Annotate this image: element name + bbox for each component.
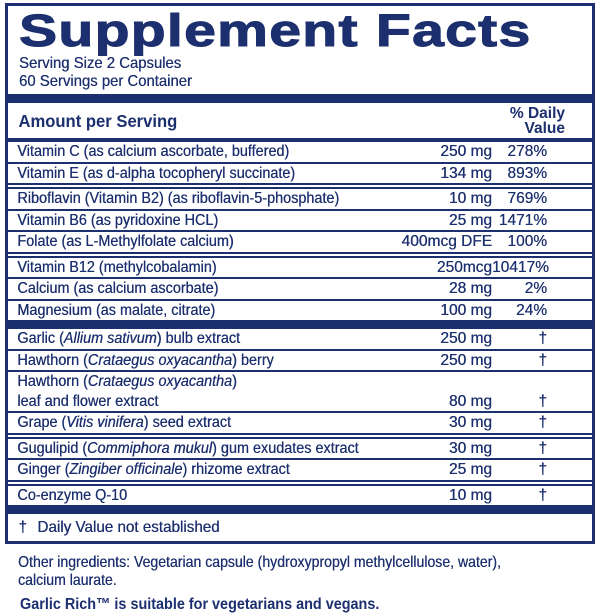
ingredient-amount: 30 mg: [448, 414, 492, 431]
ingredient-name: Vitamin E (as d-alpha tocopheryl succina…: [17, 164, 296, 182]
fact-row: Hawthorn (Crataegus oxyacantha) berry 250…: [8, 351, 592, 372]
ingredient-amount: 134 mg: [440, 164, 492, 182]
fact-row: Vitamin B6 (as pyridoxine HCL) 25 mg 1471%: [8, 211, 592, 232]
header-rule: [8, 138, 592, 142]
fact-row: Vitamin E (as d-alpha tocopheryl succina…: [8, 164, 592, 189]
ingredient-amount: 400mcg DFE: [401, 233, 492, 250]
ingredient-amount: 80 mg: [448, 392, 492, 410]
supplement-label-scan: Supplement Facts Serving Size 2 Capsules…: [0, 3, 600, 613]
ingredient-daily-value: †: [538, 414, 547, 431]
facts-rows: Vitamin C (as calcium ascorbate, buffere…: [8, 142, 592, 514]
ingredient-daily-value: †: [538, 330, 547, 347]
ingredient-name: leaf and flower extract: [17, 392, 159, 410]
ingredient-daily-value: 2%: [524, 280, 547, 297]
ingredient-name: Garlic (Allium sativum) bulb extract: [17, 330, 241, 347]
ingredient-amount: 25 mg: [448, 461, 492, 478]
panel-title: Supplement Facts: [18, 5, 532, 56]
ingredient-daily-value: 893%: [507, 164, 547, 182]
fact-row: Co-enzyme Q-10 10 mg †: [8, 486, 592, 514]
ingredient-name: Co-enzyme Q-10: [17, 486, 128, 504]
fact-row: Hawthorn (Crataegus oxyacantha): [8, 372, 592, 392]
daily-value-footnote: † Daily Value not established: [8, 514, 563, 541]
clipped-bottom-note: Garlic Rich™ is suitable for vegetarians…: [20, 596, 380, 613]
ingredient-name: Vitamin B6 (as pyridoxine HCL): [17, 211, 219, 229]
ingredient-amount: 250 mg: [440, 351, 492, 369]
amount-per-serving-header: Amount per Serving: [18, 110, 178, 131]
supplement-facts-panel: Supplement Facts Serving Size 2 Capsules…: [5, 3, 595, 544]
ingredient-daily-value: †: [538, 486, 547, 504]
ingredient-name: Ginger (Zingiber officinale) rhizome ext…: [17, 461, 290, 478]
ingredient-name: Calcium (as calcium ascorbate): [17, 280, 219, 297]
fact-row: Vitamin C (as calcium ascorbate, buffere…: [8, 142, 592, 164]
fact-row: Ginger (Zingiber officinale) rhizome ext…: [8, 460, 592, 486]
fact-row: Magnesium (as malate, citrate) 100 mg 24%: [8, 301, 592, 329]
fact-row: Folate (as L-Methylfolate calcium) 400mcg…: [8, 232, 592, 258]
other-ingredients-line1: Other ingredients: Vegetarian capsule (h…: [18, 554, 501, 571]
serving-size: Serving Size 2 Capsules: [19, 55, 182, 72]
ingredient-daily-value: †: [538, 392, 547, 410]
fact-row: Gugulipid (Commiphora mukul) gum exudate…: [8, 439, 592, 460]
ingredient-name: Grape (Vitis vinifera) seed extract: [17, 414, 231, 431]
ingredient-name: Magnesium (as malate, citrate): [17, 301, 216, 319]
ingredient-daily-value: 100%: [507, 233, 547, 250]
daily-value-header-line2: Value: [524, 120, 566, 137]
ingredient-amount: 250mcg: [436, 258, 492, 276]
fact-row: Calcium (as calcium ascorbate) 28 mg 2%: [8, 279, 592, 301]
ingredient-amount: 28 mg: [448, 280, 492, 297]
ingredient-amount: 10 mg: [448, 190, 492, 207]
ingredient-name: Riboflavin (Vitamin B2) (as riboflavin-5…: [17, 190, 340, 207]
other-ingredients: Other ingredients: Vegetarian capsule (h…: [18, 554, 567, 590]
ingredient-name: Hawthorn (Crataegus oxyacantha) berry: [17, 351, 274, 369]
ingredient-name: Gugulipid (Commiphora mukul) gum exudate…: [17, 439, 359, 457]
dagger-symbol: †: [18, 519, 27, 536]
other-ingredients-line2: calcium laurate.: [18, 572, 117, 589]
ingredient-daily-value: 10417%: [492, 258, 549, 276]
ingredient-daily-value: 24%: [515, 301, 547, 319]
fact-row: Vitamin B12 (methylcobalamin) 250mcg 10417…: [8, 258, 592, 279]
ingredient-amount: 250 mg: [440, 143, 492, 160]
thick-divider-bar-top: [8, 94, 592, 103]
ingredient-daily-value: 1471%: [498, 211, 547, 229]
ingredient-daily-value: 278%: [507, 143, 547, 160]
ingredient-name: Hawthorn (Crataegus oxyacantha): [17, 373, 237, 390]
ingredient-daily-value: †: [538, 461, 547, 478]
ingredient-name: Vitamin C (as calcium ascorbate, buffere…: [17, 143, 290, 160]
daily-value-header-line1: % Daily: [509, 105, 565, 122]
ingredient-daily-value: †: [538, 351, 547, 369]
fact-row: Garlic (Allium sativum) bulb extract 250 …: [8, 329, 592, 351]
servings-per-container: 60 Servings per Container: [19, 73, 192, 90]
ingredient-name: Vitamin B12 (methylcobalamin): [17, 258, 217, 276]
footnote-text: Daily Value not established: [37, 519, 220, 536]
daily-value-header: % Daily Value: [509, 105, 592, 137]
fact-row: Grape (Vitis vinifera) seed extract 30 mg…: [8, 413, 592, 439]
ingredient-amount: 10 mg: [448, 486, 492, 504]
ingredient-amount: 100 mg: [440, 301, 492, 319]
column-header-row: Amount per Serving % Daily Value: [8, 103, 592, 138]
ingredient-amount: 25 mg: [448, 211, 492, 229]
ingredient-amount: 30 mg: [448, 439, 492, 457]
fact-row: leaf and flower extract 80 mg †: [8, 392, 592, 413]
fact-row: Riboflavin (Vitamin B2) (as riboflavin-5…: [8, 189, 592, 211]
ingredient-amount: 250 mg: [440, 330, 492, 347]
ingredient-daily-value: 769%: [507, 190, 547, 207]
ingredient-daily-value: †: [538, 439, 547, 457]
ingredient-name: Folate (as L-Methylfolate calcium): [17, 233, 234, 250]
